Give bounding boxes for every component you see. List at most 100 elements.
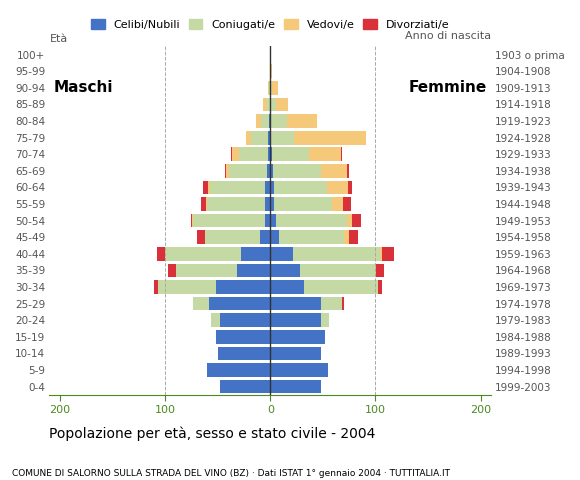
Text: Età: Età [49,34,68,44]
Bar [273,164,321,178]
Bar [216,330,270,344]
Bar [205,230,260,244]
Bar [154,280,158,294]
Bar [274,197,332,211]
Bar [270,114,271,128]
Bar [241,247,270,261]
Bar [269,81,270,95]
Bar [220,380,270,394]
Bar [270,214,276,228]
Bar [276,214,347,228]
Bar [348,180,352,194]
Bar [276,98,288,111]
Bar [251,131,268,144]
Bar [270,180,274,194]
Bar [270,131,271,144]
Bar [268,81,269,95]
Bar [270,347,321,360]
Bar [332,197,343,211]
Bar [382,247,394,261]
Bar [211,180,265,194]
Bar [271,114,287,128]
Bar [206,197,207,211]
Bar [270,147,273,161]
Bar [273,147,309,161]
Bar [270,264,300,277]
Bar [287,114,317,128]
Bar [239,147,268,161]
Bar [376,264,384,277]
Bar [270,164,273,178]
Bar [193,214,194,228]
Bar [270,64,273,78]
Bar [274,180,327,194]
Bar [278,230,344,244]
Bar [270,380,321,394]
Bar [375,264,376,277]
Bar [378,280,382,294]
Bar [260,230,270,244]
Bar [231,147,233,161]
Bar [321,164,347,178]
Bar [225,164,226,178]
Bar [256,114,261,128]
Bar [176,264,237,277]
Bar [304,280,378,294]
Bar [207,363,270,377]
Bar [157,247,165,261]
Bar [309,147,340,161]
Bar [270,197,274,211]
Bar [168,264,176,277]
Bar [349,230,357,244]
Bar [194,297,209,311]
Bar [327,180,348,194]
Bar [342,297,344,311]
Bar [267,98,270,111]
Bar [347,214,352,228]
Text: Anno di nascita: Anno di nascita [405,31,491,41]
Bar [271,131,295,144]
Bar [201,197,206,211]
Bar [344,230,349,244]
Bar [218,347,270,360]
Bar [270,280,304,294]
Bar [203,180,208,194]
Bar [207,197,265,211]
Bar [229,164,267,178]
Text: Maschi: Maschi [53,81,113,96]
Bar [233,147,239,161]
Bar [347,164,349,178]
Bar [269,114,270,128]
Bar [265,197,270,211]
Bar [261,114,269,128]
Bar [191,214,193,228]
Bar [340,147,342,161]
Bar [321,297,342,311]
Bar [295,131,366,144]
Bar [165,247,241,261]
Bar [270,313,321,327]
Bar [267,164,270,178]
Bar [343,197,351,211]
Bar [321,313,329,327]
Bar [237,264,270,277]
X-axis label: Popolazione per età, sesso e stato civile - 2004: Popolazione per età, sesso e stato civil… [49,427,376,441]
Bar [270,330,325,344]
Bar [265,214,270,228]
Text: Femmine: Femmine [409,81,487,96]
Bar [270,230,278,244]
Bar [270,81,273,95]
Bar [380,247,382,261]
Legend: Celibi/Nubili, Coniugati/e, Vedovi/e, Divorziati/e: Celibi/Nubili, Coniugati/e, Vedovi/e, Di… [89,17,451,32]
Bar [226,164,229,178]
Bar [268,131,270,144]
Bar [273,81,278,95]
Bar [209,297,270,311]
Bar [197,230,205,244]
Bar [270,363,328,377]
Bar [216,280,270,294]
Bar [265,180,270,194]
Bar [220,313,270,327]
Bar [158,280,216,294]
Bar [270,98,276,111]
